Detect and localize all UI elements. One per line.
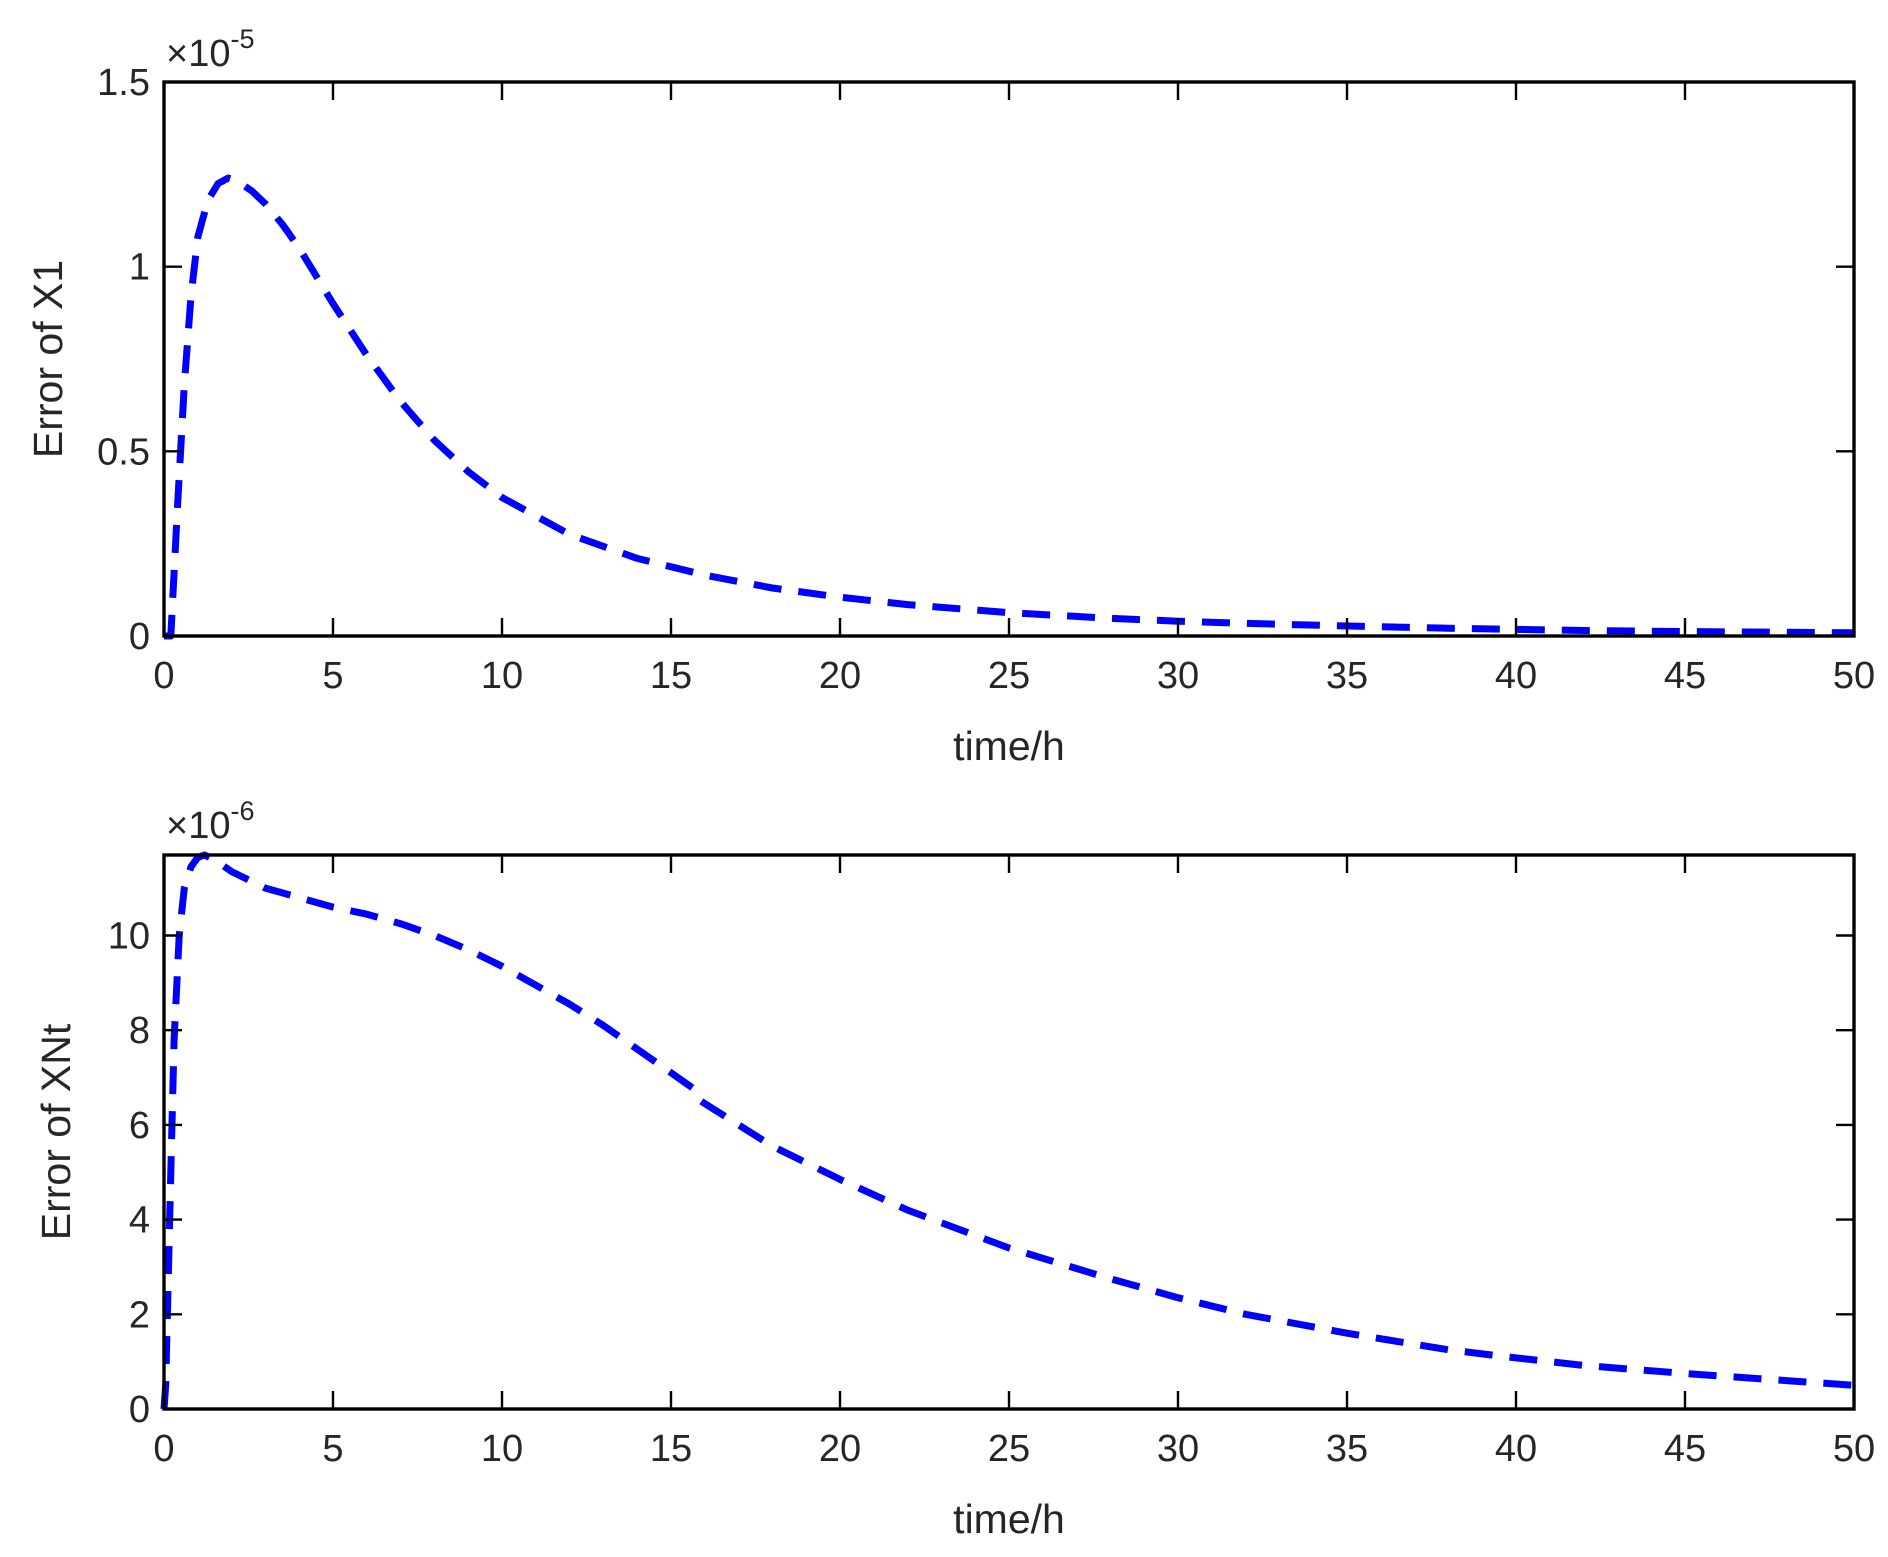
chart-error-x1-x-tick-label: 0 — [153, 655, 174, 697]
chart-error-x1: 0 5 10 15 20 25 30 35 40 45 50 0 0.5 1 1.5 time/h Err… — [25, 24, 1875, 769]
chart-error-xnt-x-tick-label: 0 — [153, 1428, 174, 1470]
chart-error-x1-series-line — [164, 174, 1855, 640]
chart-error-x1-y-tick-label: 1.5 — [97, 62, 150, 104]
chart-error-x1-y-tick-labels: 0 0.5 1 1.5 — [97, 62, 150, 658]
chart-error-xnt-plot-area — [160, 851, 1855, 1410]
chart-error-xnt-x-tick-label: 30 — [1157, 1428, 1199, 1470]
chart-error-xnt-x-tick-label: 45 — [1664, 1428, 1706, 1470]
chart-error-x1-x-tick-label: 50 — [1833, 655, 1875, 697]
chart-error-xnt-x-tick-label: 25 — [988, 1428, 1030, 1470]
chart-error-x1-x-tick-label: 35 — [1326, 655, 1368, 697]
chart-error-xnt-x-axis-label: time/h — [953, 1496, 1065, 1542]
chart-error-xnt-y-exponent-label: ×10-6 — [166, 796, 254, 847]
chart-error-xnt-x-tick-label: 10 — [481, 1428, 523, 1470]
chart-error-xnt-x-tick-label: 40 — [1495, 1428, 1537, 1470]
chart-error-x1-x-axis-label: time/h — [953, 723, 1065, 769]
chart-error-x1-y-exponent-label: ×10-5 — [166, 24, 254, 75]
chart-error-xnt-y-tick-label: 0 — [129, 1389, 150, 1431]
chart-error-xnt-y-tick-label: 6 — [129, 1105, 150, 1147]
chart-error-xnt-series-line — [160, 851, 1855, 1410]
chart-error-x1-x-tick-label: 10 — [481, 655, 523, 697]
chart-error-xnt-x-tick-label: 5 — [322, 1428, 343, 1470]
chart-error-x1-y-tick-label: 0.5 — [97, 431, 150, 473]
chart-error-x1-ticks — [162, 80, 1856, 638]
chart-error-x1-y-tick-label: 1 — [129, 247, 150, 289]
chart-error-xnt-x-tick-label: 15 — [650, 1428, 692, 1470]
chart-error-xnt-ticks — [162, 855, 1856, 1411]
chart-error-xnt: 0 5 10 15 20 25 30 35 40 45 50 0 2 4 6 8 10 time/h Erro… — [33, 796, 1875, 1542]
chart-error-xnt-x-tick-labels: 0 5 10 15 20 25 30 35 40 45 50 — [153, 1428, 1875, 1470]
chart-error-x1-x-tick-label: 5 — [322, 655, 343, 697]
chart-error-xnt-axes-frame — [162, 853, 1856, 1411]
chart-error-xnt-y-tick-labels: 0 2 4 6 8 10 — [108, 915, 150, 1431]
chart-error-xnt-y-tick-label: 10 — [108, 915, 150, 957]
chart-error-x1-x-tick-label: 30 — [1157, 655, 1199, 697]
chart-error-x1-y-axis-label: Error of X1 — [25, 260, 71, 458]
chart-error-xnt-y-tick-label: 4 — [129, 1200, 150, 1242]
chart-error-x1-y-exponent: -5 — [230, 24, 254, 54]
chart-error-x1-x-tick-label: 15 — [650, 655, 692, 697]
chart-error-xnt-y-tick-label: 2 — [129, 1294, 150, 1336]
chart-error-x1-y-tick-label: 0 — [129, 616, 150, 658]
chart-error-x1-axes-frame — [162, 80, 1856, 638]
chart-error-xnt-x-tick-label: 35 — [1326, 1428, 1368, 1470]
chart-error-x1-x-tick-label: 20 — [819, 655, 861, 697]
chart-error-x1-x-tick-labels: 0 5 10 15 20 25 30 35 40 45 50 — [153, 655, 1875, 697]
chart-error-x1-x-tick-label: 45 — [1664, 655, 1706, 697]
chart-error-xnt-x-tick-label: 20 — [819, 1428, 861, 1470]
chart-error-x1-x-tick-label: 25 — [988, 655, 1030, 697]
chart-error-x1-x-tick-label: 40 — [1495, 655, 1537, 697]
chart-error-xnt-y-tick-label: 8 — [129, 1010, 150, 1052]
chart-error-x1-plot-area — [164, 174, 1855, 640]
chart-error-xnt-y-axis-label: Error of XNt — [33, 1023, 79, 1240]
chart-error-xnt-x-tick-label: 50 — [1833, 1428, 1875, 1470]
chart-error-x1-y-multiplier: ×10 — [166, 33, 230, 75]
chart-error-xnt-y-exponent: -6 — [230, 796, 254, 826]
chart-error-xnt-y-multiplier: ×10 — [166, 805, 230, 847]
